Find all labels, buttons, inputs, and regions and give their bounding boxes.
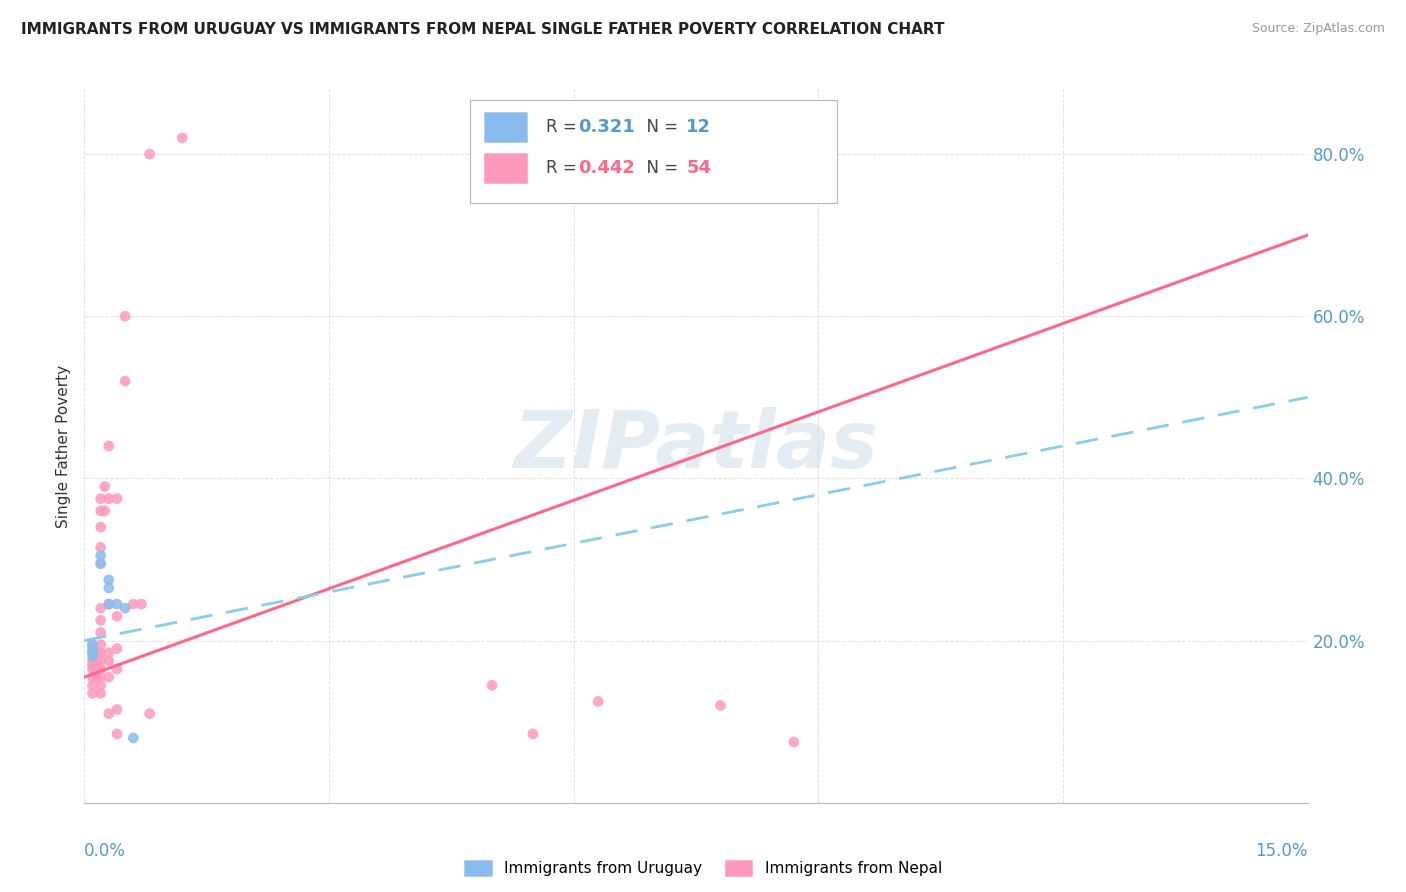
Text: 0.442: 0.442 [578, 159, 636, 177]
Point [97, 654, 120, 668]
Text: 54: 54 [686, 159, 711, 177]
Point [82, 646, 104, 660]
Point [138, 147, 160, 161]
Point [105, 727, 128, 741]
Point [86, 654, 108, 668]
Point [131, 597, 153, 611]
Y-axis label: Single Father Poverty: Single Father Poverty [56, 365, 72, 527]
Point [90, 557, 112, 571]
Text: R =: R = [546, 118, 582, 136]
FancyBboxPatch shape [484, 153, 527, 183]
Point [105, 597, 128, 611]
Point [93, 504, 117, 518]
Point [90, 646, 112, 660]
Point [82, 646, 104, 660]
Point [90, 520, 112, 534]
Point [709, 698, 731, 713]
Point [90, 678, 112, 692]
Point [90, 491, 112, 506]
Point [90, 625, 112, 640]
Point [97, 597, 120, 611]
Point [90, 670, 112, 684]
Point [90, 662, 112, 676]
Point [138, 706, 160, 721]
Text: Source: ZipAtlas.com: Source: ZipAtlas.com [1251, 22, 1385, 36]
Point [82, 649, 104, 664]
Point [97, 706, 120, 721]
Text: 15.0%: 15.0% [1256, 842, 1308, 860]
Text: N =: N = [636, 118, 683, 136]
Text: ZIPatlas: ZIPatlas [513, 407, 879, 485]
Point [86, 646, 108, 660]
Point [90, 638, 112, 652]
Point [105, 662, 128, 676]
Point [105, 641, 128, 656]
Point [783, 735, 806, 749]
Point [82, 654, 104, 668]
Point [90, 557, 112, 571]
Text: IMMIGRANTS FROM URUGUAY VS IMMIGRANTS FROM NEPAL SINGLE FATHER POVERTY CORRELATI: IMMIGRANTS FROM URUGUAY VS IMMIGRANTS FR… [21, 22, 945, 37]
Point [105, 491, 128, 506]
Point [90, 549, 112, 563]
Point [97, 646, 120, 660]
Point [105, 609, 128, 624]
Point [172, 131, 194, 145]
Point [114, 310, 136, 324]
Point [82, 641, 104, 656]
Text: R =: R = [546, 159, 582, 177]
Point [481, 678, 503, 692]
Point [90, 654, 112, 668]
Point [586, 694, 609, 708]
Text: 0.0%: 0.0% [84, 842, 127, 860]
Point [105, 702, 128, 716]
Text: 12: 12 [686, 118, 711, 136]
Point [97, 491, 120, 506]
Point [82, 657, 104, 672]
Point [97, 439, 120, 453]
FancyBboxPatch shape [484, 112, 527, 142]
Point [82, 678, 104, 692]
Point [82, 670, 104, 684]
Point [114, 601, 136, 615]
Point [97, 573, 120, 587]
Point [82, 638, 104, 652]
FancyBboxPatch shape [470, 100, 837, 203]
Point [82, 662, 104, 676]
Point [93, 479, 117, 493]
Point [86, 662, 108, 676]
Point [97, 670, 120, 684]
Point [97, 597, 120, 611]
Point [90, 504, 112, 518]
Point [122, 731, 145, 745]
Text: N =: N = [636, 159, 683, 177]
Legend: Immigrants from Uruguay, Immigrants from Nepal: Immigrants from Uruguay, Immigrants from… [458, 855, 948, 882]
Point [82, 686, 104, 700]
Point [86, 670, 108, 684]
Point [122, 597, 145, 611]
Point [90, 686, 112, 700]
Point [97, 581, 120, 595]
Point [522, 727, 544, 741]
Point [90, 541, 112, 555]
Point [90, 613, 112, 627]
Text: 0.321: 0.321 [578, 118, 636, 136]
Point [90, 601, 112, 615]
Point [114, 374, 136, 388]
Point [82, 638, 104, 652]
